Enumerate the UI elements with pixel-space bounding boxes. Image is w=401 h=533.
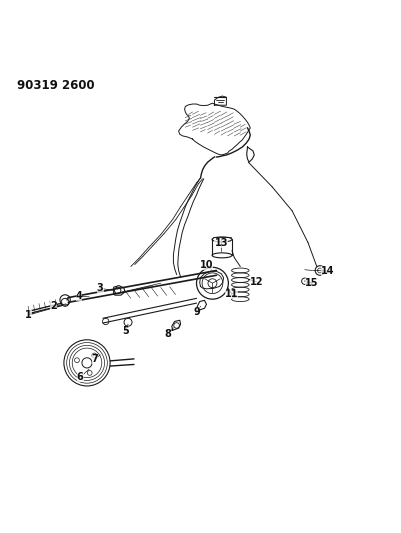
Text: 6: 6 xyxy=(77,372,84,382)
Text: 4: 4 xyxy=(76,292,83,301)
Text: 90319 2600: 90319 2600 xyxy=(17,79,95,92)
Text: 11: 11 xyxy=(225,288,238,298)
Text: 7: 7 xyxy=(91,354,98,364)
Text: 9: 9 xyxy=(193,307,200,317)
Text: 13: 13 xyxy=(215,238,228,248)
Text: 15: 15 xyxy=(305,278,319,288)
Text: 8: 8 xyxy=(164,329,171,339)
Text: 3: 3 xyxy=(97,284,103,293)
Text: 10: 10 xyxy=(200,260,213,270)
Text: 1: 1 xyxy=(25,310,32,320)
Text: 12: 12 xyxy=(249,277,263,287)
Text: 14: 14 xyxy=(321,266,335,276)
Text: 2: 2 xyxy=(50,301,57,311)
Text: 5: 5 xyxy=(123,326,130,336)
